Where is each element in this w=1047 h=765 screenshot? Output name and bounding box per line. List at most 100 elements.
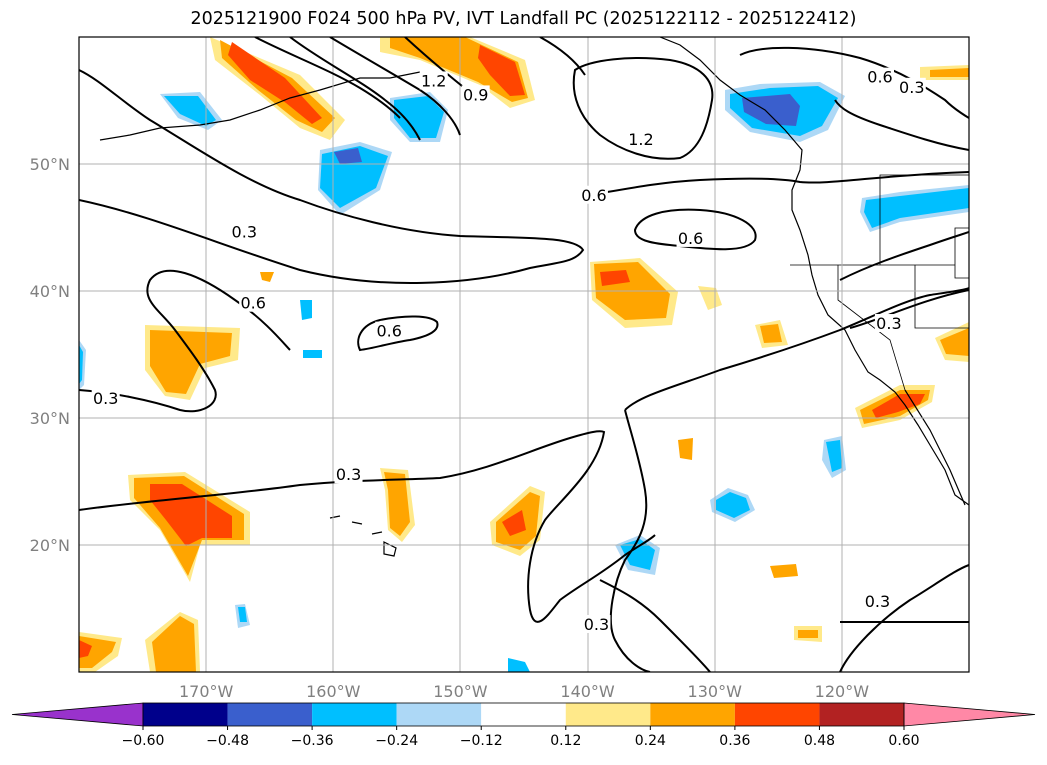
contour-label-bg [419, 71, 448, 90]
contour-label-bg [579, 185, 608, 204]
pv-contour [329, 37, 461, 136]
colorbar-segment [819, 703, 904, 726]
contour-label: 0.3 [865, 592, 890, 611]
pv-contour [849, 289, 969, 329]
contour-label: 0.3 [899, 78, 924, 97]
colorbar-extend-max [903, 702, 1036, 727]
colorbar-segment [565, 703, 651, 726]
colorbar-tick-label: −0.60 [122, 733, 165, 749]
ivt-feature [394, 96, 444, 138]
ivt-feature [79, 345, 83, 384]
colorbar-segment [143, 703, 228, 726]
colorbar-tick-label: 0.12 [550, 733, 581, 749]
ivt-feature [228, 42, 322, 124]
contour-label-bg [676, 228, 705, 247]
ivt-feature [334, 148, 362, 164]
contour-label: 0.6 [678, 229, 703, 248]
contour-label: 0.6 [581, 186, 606, 205]
colorbar-segment [312, 703, 397, 726]
island [329, 515, 397, 557]
contour-labels: 0.3 0.3 0.3 0.3 0.3 0.3 0.3 0.6 0.6 0.6 0.6 0.6 0.9 1… [91, 67, 926, 634]
pv-contour [624, 287, 969, 411]
ivt-feature [698, 286, 722, 310]
colorbar-tick-label: −0.12 [460, 733, 503, 749]
y-axis-ticks: 20°N 30°N 40°N 50°N [30, 155, 70, 555]
ivt-feature [678, 438, 693, 460]
ivt-feature [79, 640, 92, 658]
ivt-feature [260, 272, 274, 282]
contour-label-bg [230, 222, 259, 241]
colorbar-frame [142, 702, 905, 727]
contour-label-bg [375, 321, 404, 340]
colorbar-tick-label: 0.60 [888, 733, 919, 749]
chart-title: 2025121900 F024 500 hPa PV, IVT Landfall… [190, 9, 857, 29]
pv-contour [599, 579, 711, 672]
ivt-feature [620, 539, 655, 570]
pv-contour [357, 315, 439, 352]
contour-label: 0.3 [93, 389, 118, 408]
contour-label-bg [461, 85, 490, 104]
ivt-feature [798, 630, 818, 638]
x-tick-label: 140°W [560, 682, 615, 701]
ivt-feature [384, 472, 410, 536]
y-tick-label: 40°N [30, 282, 70, 301]
colorbar-extend-min [11, 702, 144, 727]
colorbar-tick-label: −0.48 [206, 733, 249, 749]
ivt-feature [152, 616, 196, 672]
contour-label-bg [863, 592, 892, 611]
contour-label-bg [897, 77, 926, 96]
contour-label: 0.6 [240, 294, 265, 313]
x-tick-label: 150°W [433, 682, 488, 701]
contour-label: 0.3 [336, 465, 361, 484]
colorbar-segment [227, 703, 313, 726]
ivt-feature [508, 658, 530, 672]
ivt-fill-layer [79, 37, 969, 672]
contour-label: 0.3 [584, 615, 609, 634]
y-tick-label: 50°N [30, 155, 70, 174]
contour-label: 0.3 [876, 314, 901, 333]
contour-label: 0.9 [463, 85, 488, 104]
contour-label: 0.6 [867, 68, 892, 87]
pv-contour-layer [79, 37, 969, 672]
contour-label: 1.2 [628, 130, 653, 149]
colorbar-segment [396, 703, 482, 726]
colorbar-tick-label: −0.24 [375, 733, 418, 749]
contour-label: 0.3 [232, 223, 257, 242]
ivt-feature [150, 330, 232, 394]
state-border [790, 174, 969, 391]
contour-label-bg [91, 388, 120, 407]
colorbar-segment [481, 703, 566, 726]
contour-label-bg [874, 314, 903, 333]
ivt-feature [930, 68, 969, 77]
ivt-feature [79, 636, 116, 668]
pv-contour [633, 208, 757, 251]
ivt-feature [502, 510, 526, 536]
ivt-feature [164, 96, 216, 126]
x-tick-label: 120°W [815, 682, 870, 701]
ivt-feature [742, 94, 800, 126]
ivt-feature [478, 45, 525, 96]
pv-contour [79, 269, 291, 413]
pv-contour [539, 37, 586, 76]
ivt-feature [770, 564, 798, 578]
gridlines [79, 37, 969, 672]
colorbar-segment [650, 703, 735, 726]
contour-label: 0.6 [377, 322, 402, 341]
pv-contour [589, 171, 969, 196]
ivt-feature [320, 146, 388, 208]
pv-contour [839, 564, 969, 672]
colorbar: −0.60 −0.48 −0.36 −0.24 −0.12 0.12 0.24 0.36 0.4… [11, 702, 1036, 749]
contour-label-bg [582, 615, 611, 634]
x-tick-label: 170°W [179, 682, 234, 701]
ivt-feature [940, 328, 969, 356]
pv-contour [79, 69, 585, 284]
ivt-feature [864, 188, 969, 228]
contour-label-bg [334, 465, 363, 484]
ivt-feature [303, 350, 322, 358]
contour-label-bg [239, 293, 268, 312]
ivt-feature [826, 440, 842, 472]
y-tick-label: 20°N [30, 536, 70, 555]
pv-contour [609, 409, 651, 672]
y-tick-label: 30°N [30, 409, 70, 428]
